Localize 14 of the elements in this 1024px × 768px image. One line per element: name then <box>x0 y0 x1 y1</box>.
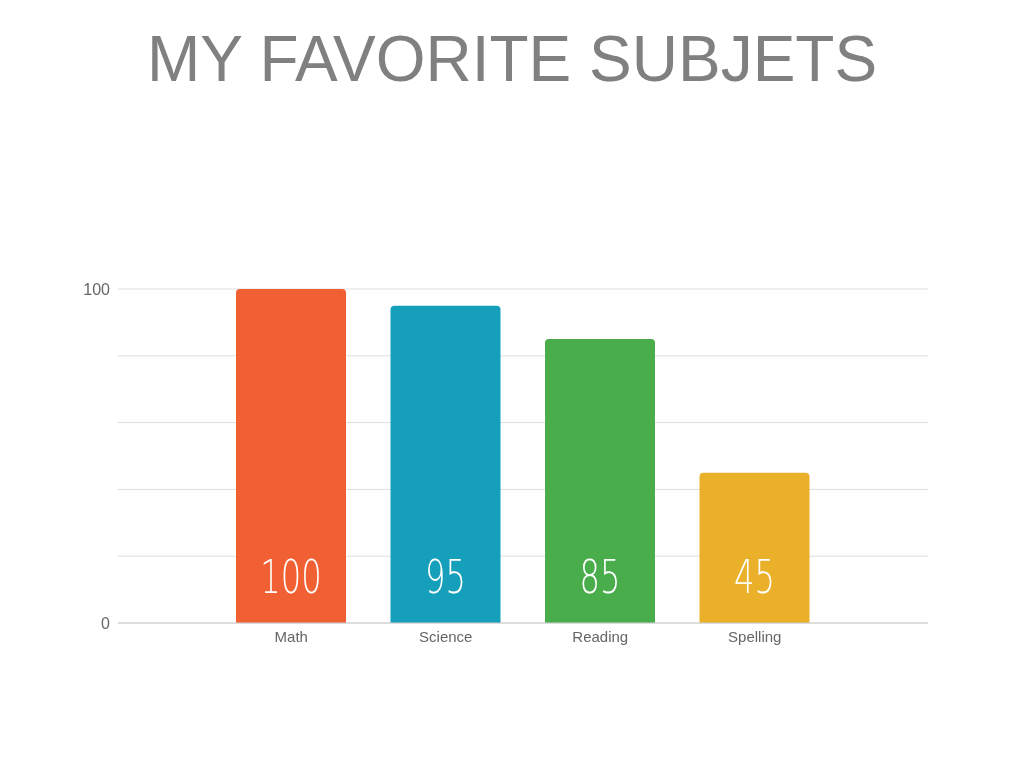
x-tick-label: Science <box>419 627 473 645</box>
data-label: 85 <box>579 550 621 604</box>
y-tick-label: 0 <box>101 614 111 632</box>
data-label: 45 <box>734 550 775 604</box>
bar <box>545 339 655 623</box>
bar <box>699 472 810 623</box>
bar <box>236 289 346 623</box>
x-tick-label: Spelling <box>728 627 782 645</box>
data-label: 95 <box>425 550 466 604</box>
x-tick-label: Math <box>274 627 308 645</box>
data-label: 100 <box>260 550 322 604</box>
x-tick-label: Reading <box>572 627 629 645</box>
bar <box>390 305 501 623</box>
chart-title: MY FAVORITE SUBJETS <box>145 22 879 96</box>
